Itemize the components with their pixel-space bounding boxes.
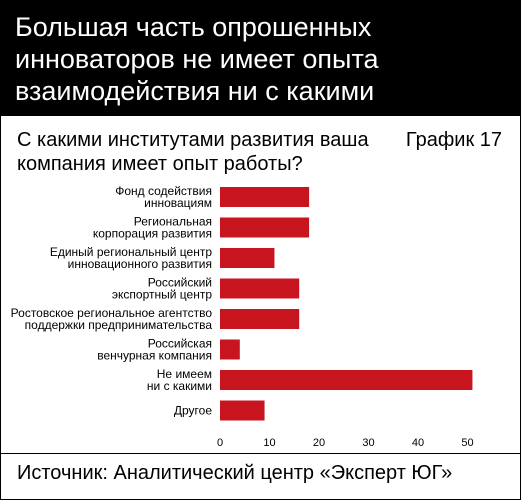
x-tick-label: 0 bbox=[217, 437, 223, 449]
source-note: Источник: Аналитический центр «Эксперт Ю… bbox=[17, 462, 453, 484]
header-banner: Большая часть опрошенных инноваторов не … bbox=[1, 1, 520, 138]
x-tick-label: 10 bbox=[263, 437, 275, 449]
bar bbox=[220, 370, 473, 390]
graph-number-label: График 17 bbox=[405, 129, 502, 151]
x-tick-label: 40 bbox=[412, 437, 424, 449]
category-label: Ростовское региональное агентство поддерж… bbox=[11, 306, 213, 332]
x-axis: 0 10 20 30 40 50 bbox=[217, 437, 474, 449]
x-tick-label: 50 bbox=[461, 437, 473, 449]
category-label: Фонд содействия инновациям bbox=[115, 184, 212, 210]
bar bbox=[220, 400, 265, 421]
x-tick-label: 20 bbox=[313, 437, 325, 449]
bar bbox=[220, 248, 275, 268]
bar bbox=[220, 278, 300, 299]
x-tick-label: 30 bbox=[362, 437, 374, 449]
category-label: Не имеем ни с какими bbox=[147, 367, 212, 393]
bar bbox=[220, 217, 310, 238]
footer-divider bbox=[1, 453, 520, 454]
category-label: Единый региональный центр инновационного … bbox=[50, 245, 212, 271]
category-labels: Фонд содействия инновациям Региональная кор… bbox=[11, 184, 213, 418]
bar bbox=[220, 339, 240, 360]
chart-title: Большая часть опрошенных инноваторов не … bbox=[15, 12, 379, 138]
category-label: Российская венчурная компания bbox=[97, 337, 212, 363]
bar-chart: Фонд содействия инновациям Региональная кор… bbox=[11, 184, 474, 449]
category-label: Региональная корпорация развития bbox=[93, 215, 212, 241]
bar bbox=[220, 187, 310, 207]
category-label: Российский экспортный центр bbox=[112, 276, 212, 302]
bar bbox=[220, 309, 300, 329]
category-label: Другое bbox=[174, 404, 212, 418]
chart-subtitle: С какими институтами развития ваша компа… bbox=[17, 129, 369, 175]
bars-layer bbox=[220, 187, 473, 421]
